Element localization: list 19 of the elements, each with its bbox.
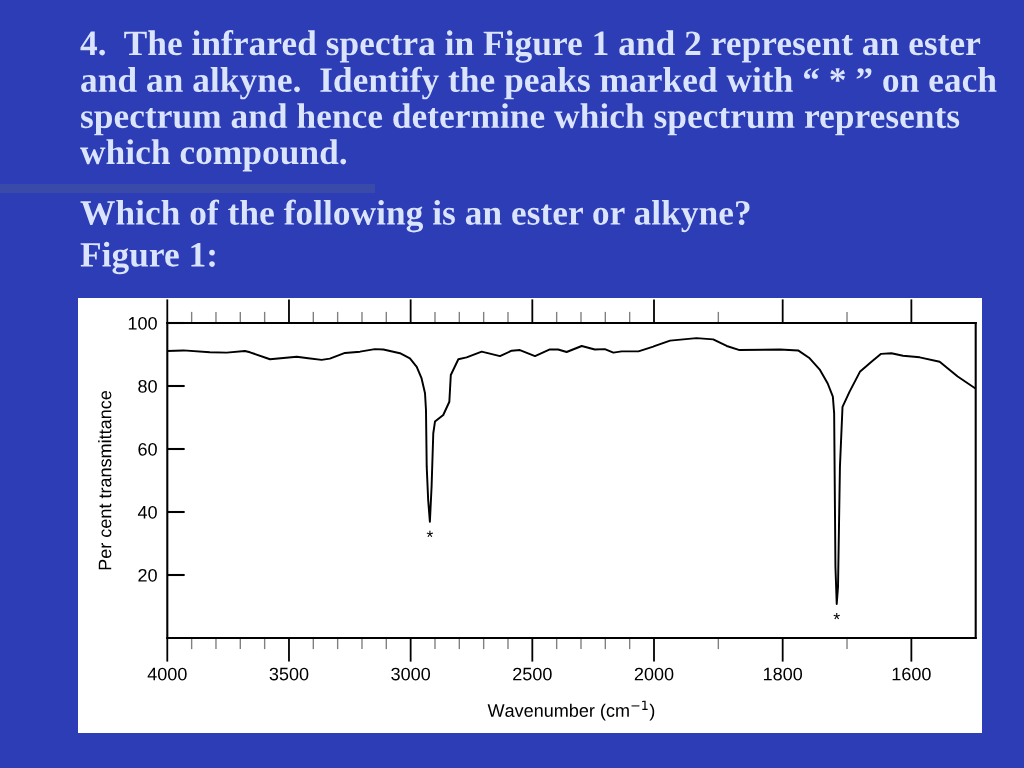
y-tick-label: 20 <box>138 568 157 582</box>
x-tick-label: 2000 <box>634 667 674 681</box>
x-tick-label: 1600 <box>892 667 931 681</box>
y-tick-label: 100 <box>128 316 157 330</box>
caption: Figure 1: <box>80 241 215 275</box>
x-tick-label: 1800 <box>763 667 803 681</box>
y-axis-title: Per cent transmittance <box>98 390 112 570</box>
annotation: * <box>426 530 434 538</box>
y-tick-label: 60 <box>138 442 157 456</box>
y-tick-label: 40 <box>137 505 157 519</box>
x-tick-label: 3000 <box>391 667 431 681</box>
annotation: * <box>833 612 840 620</box>
x-axis-title: Wavenumber (cm$^{−1}$) <box>487 700 655 721</box>
chart-subtitle: Which of the following is an ester or alkyne? <box>80 199 750 233</box>
chart-title: 4. The infrared spectra in Figure 1 and 2 represent an ester and an alkyne. Identify the peaks marked with “ * ” on each spectrum and hence determine which spectrum represents which compound. <box>80 30 997 172</box>
y-tick-label: 80 <box>138 379 157 393</box>
x-tick-label: 3500 <box>269 667 309 681</box>
x-tick-label: 4000 <box>147 667 187 681</box>
x-tick-label: 2500 <box>513 667 552 681</box>
